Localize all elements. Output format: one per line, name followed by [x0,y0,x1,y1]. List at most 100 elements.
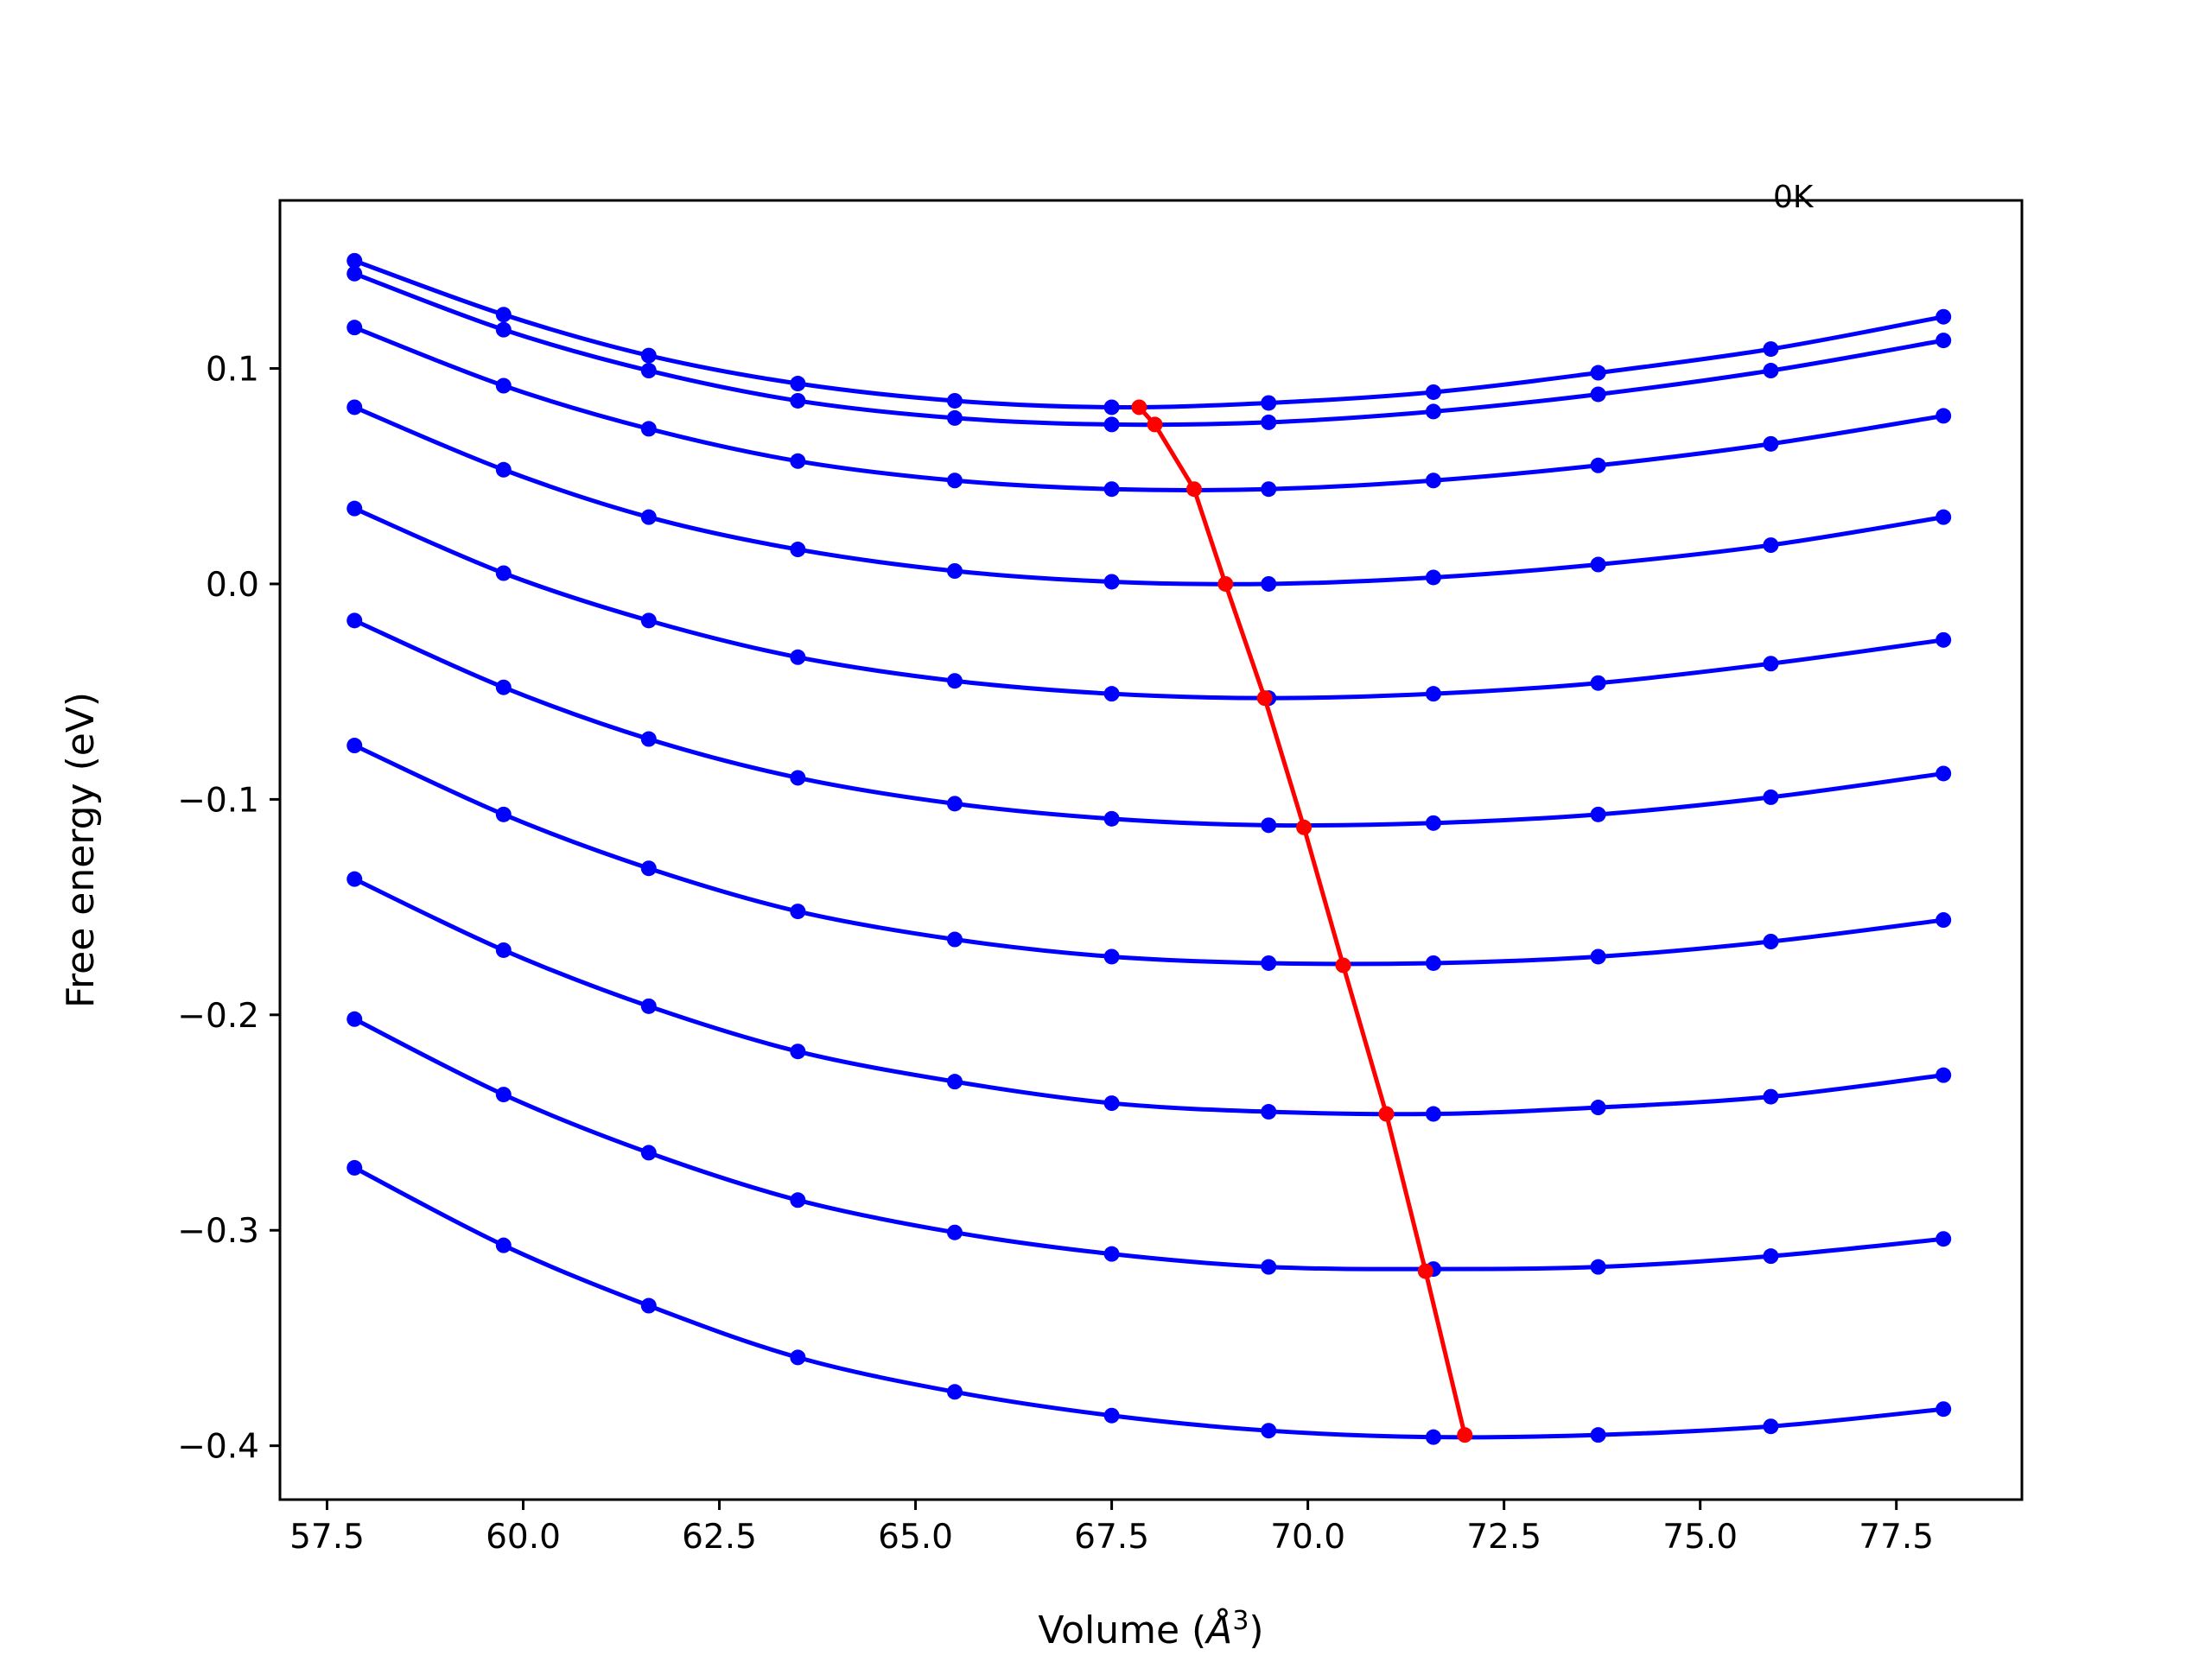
series-7 [346,738,1952,971]
series-4-point-11 [1936,509,1952,525]
series-2-point-9 [1590,386,1606,403]
series-3-point-9 [1590,457,1606,473]
series-1-point-4 [790,376,806,392]
series-6-point-7 [1261,817,1277,834]
x-tick-label: 77.5 [1859,1518,1934,1557]
series-5-point-3 [640,612,657,629]
series-5-point-10 [1763,656,1779,672]
series-6-point-9 [1590,806,1606,822]
series-8-point-3 [640,998,657,1014]
series-6-point-6 [1103,810,1120,827]
series-9-point-11 [1936,1231,1952,1247]
x-tick-label: 70.0 [1270,1518,1345,1557]
series-3-point-10 [1763,435,1779,452]
series-6-point-10 [1763,789,1779,805]
series-4-point-8 [1425,569,1441,586]
series-3-point-11 [1936,408,1952,424]
series-4-point-4 [790,542,806,558]
series-9-point-5 [946,1224,963,1240]
minima-point-7 [1335,957,1351,974]
series-3-point-5 [946,473,963,489]
series-8-point-11 [1936,1067,1952,1083]
series-7-point-11 [1936,912,1952,929]
series-7-point-5 [946,931,963,948]
series-8 [346,871,1952,1122]
series-3-point-8 [1425,473,1441,489]
series-2-point-4 [790,392,806,409]
series-5-point-8 [1425,686,1441,702]
series-10 [346,1159,1952,1445]
series-10-point-1 [346,1159,363,1176]
series-6-point-3 [640,731,657,747]
series-9-point-9 [1590,1259,1606,1275]
series-7-point-3 [640,860,657,877]
series-7-point-1 [346,738,363,754]
series-3-point-7 [1261,481,1277,498]
series-1-point-5 [946,392,963,409]
y-tick-label: −0.1 [177,781,259,820]
series-10-point-11 [1936,1401,1952,1418]
series-7-point-10 [1763,934,1779,949]
series-6-point-5 [946,796,963,812]
series-8-point-6 [1103,1095,1120,1112]
series-6-point-8 [1425,815,1441,831]
series-10-point-4 [790,1349,806,1366]
series-1 [346,252,1952,416]
series-2-point-10 [1763,363,1779,379]
series-5-point-6 [1103,686,1120,702]
series-1-point-10 [1763,341,1779,358]
series-9-point-10 [1763,1248,1779,1265]
series-3-point-6 [1103,481,1120,498]
series-4-point-10 [1763,537,1779,554]
plot-frame [278,199,2024,1501]
series-7-point-4 [790,904,806,920]
series-8-point-4 [790,1044,806,1060]
series-8-point-9 [1590,1100,1606,1116]
series-1-point-9 [1590,365,1606,381]
x-tick-label: 67.5 [1074,1518,1149,1557]
series-2-point-1 [346,265,363,282]
series-4-point-1 [346,399,363,416]
x-axis-title-text: Volume [1038,1608,1179,1652]
x-axis: 57.5 60.0 62.5 65.0 67.5 70.0 72.5 75.0 77.5 [289,1500,1934,1557]
series-8-point-8 [1425,1106,1441,1122]
series-2 [346,265,1952,433]
series-4-point-6 [1103,574,1120,590]
minima-point-6 [1296,819,1313,835]
series-8-point-1 [346,871,363,887]
minima-point-8 [1378,1106,1395,1122]
series-2-point-5 [946,409,963,426]
minima-line [1137,405,1467,1436]
x-tick-label: 72.5 [1466,1518,1541,1557]
series-1-point-11 [1936,308,1952,325]
minima-point-1 [1131,399,1147,416]
annotation-label: 0K [1773,180,1815,215]
series-10-point-5 [946,1384,963,1400]
series-7-point-7 [1261,955,1277,971]
series-7-point-2 [495,806,512,822]
series-1-point-6 [1103,399,1120,416]
series-10-point-3 [640,1297,657,1314]
series-1-point-7 [1261,395,1277,411]
y-axis-title: Free energy (eV) [59,692,103,1008]
x-axis-title-unit-open: ( [1179,1608,1206,1652]
series-9-point-2 [495,1087,512,1103]
series-10-point-2 [495,1237,512,1253]
x-tick-label: 60.0 [486,1518,561,1557]
series-8-point-2 [495,942,512,958]
series-9-point-3 [640,1145,657,1161]
series-7-point-9 [1590,948,1606,965]
minima-point-10 [1457,1427,1473,1443]
series-9-point-1 [346,1011,363,1027]
series-6-point-1 [346,612,363,629]
series-9-point-6 [1103,1246,1120,1262]
y-tick-label: −0.3 [177,1212,259,1251]
series-5-point-4 [790,649,806,665]
x-axis-title-unit-exp: 3 [1232,1606,1249,1636]
minima-point-3 [1185,481,1202,498]
series-5-point-9 [1590,675,1606,691]
y-tick-label: 0.1 [206,351,259,390]
